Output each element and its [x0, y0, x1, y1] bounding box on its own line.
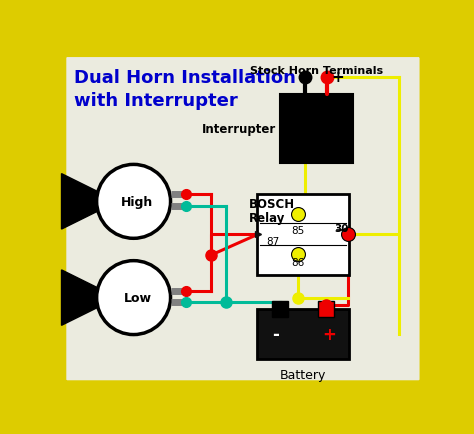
Text: 86: 86 [292, 257, 305, 267]
Text: Battery: Battery [280, 368, 326, 381]
Text: Dual Horn Installation: Dual Horn Installation [74, 69, 296, 87]
Text: with Interrupter: with Interrupter [74, 92, 238, 110]
Polygon shape [62, 270, 97, 326]
Bar [280, 94, 353, 164]
Polygon shape [62, 174, 97, 230]
Text: High: High [121, 195, 154, 208]
Text: BOSCH: BOSCH [249, 198, 295, 211]
Bar [257, 194, 349, 275]
Text: Low: Low [123, 291, 151, 304]
Text: 87: 87 [266, 237, 279, 247]
Circle shape [97, 261, 171, 335]
Text: 30: 30 [334, 223, 349, 233]
Text: 85: 85 [292, 225, 305, 235]
Text: +: + [322, 326, 336, 343]
Text: -: - [272, 326, 279, 343]
Text: Stock Horn Terminals: Stock Horn Terminals [250, 66, 383, 76]
Text: -: - [300, 70, 306, 85]
FancyBboxPatch shape [64, 55, 422, 383]
Text: Interrupter: Interrupter [202, 122, 276, 135]
Bar [257, 309, 349, 359]
Circle shape [97, 165, 171, 239]
Text: +: + [332, 70, 345, 85]
Text: Relay: Relay [249, 211, 285, 224]
